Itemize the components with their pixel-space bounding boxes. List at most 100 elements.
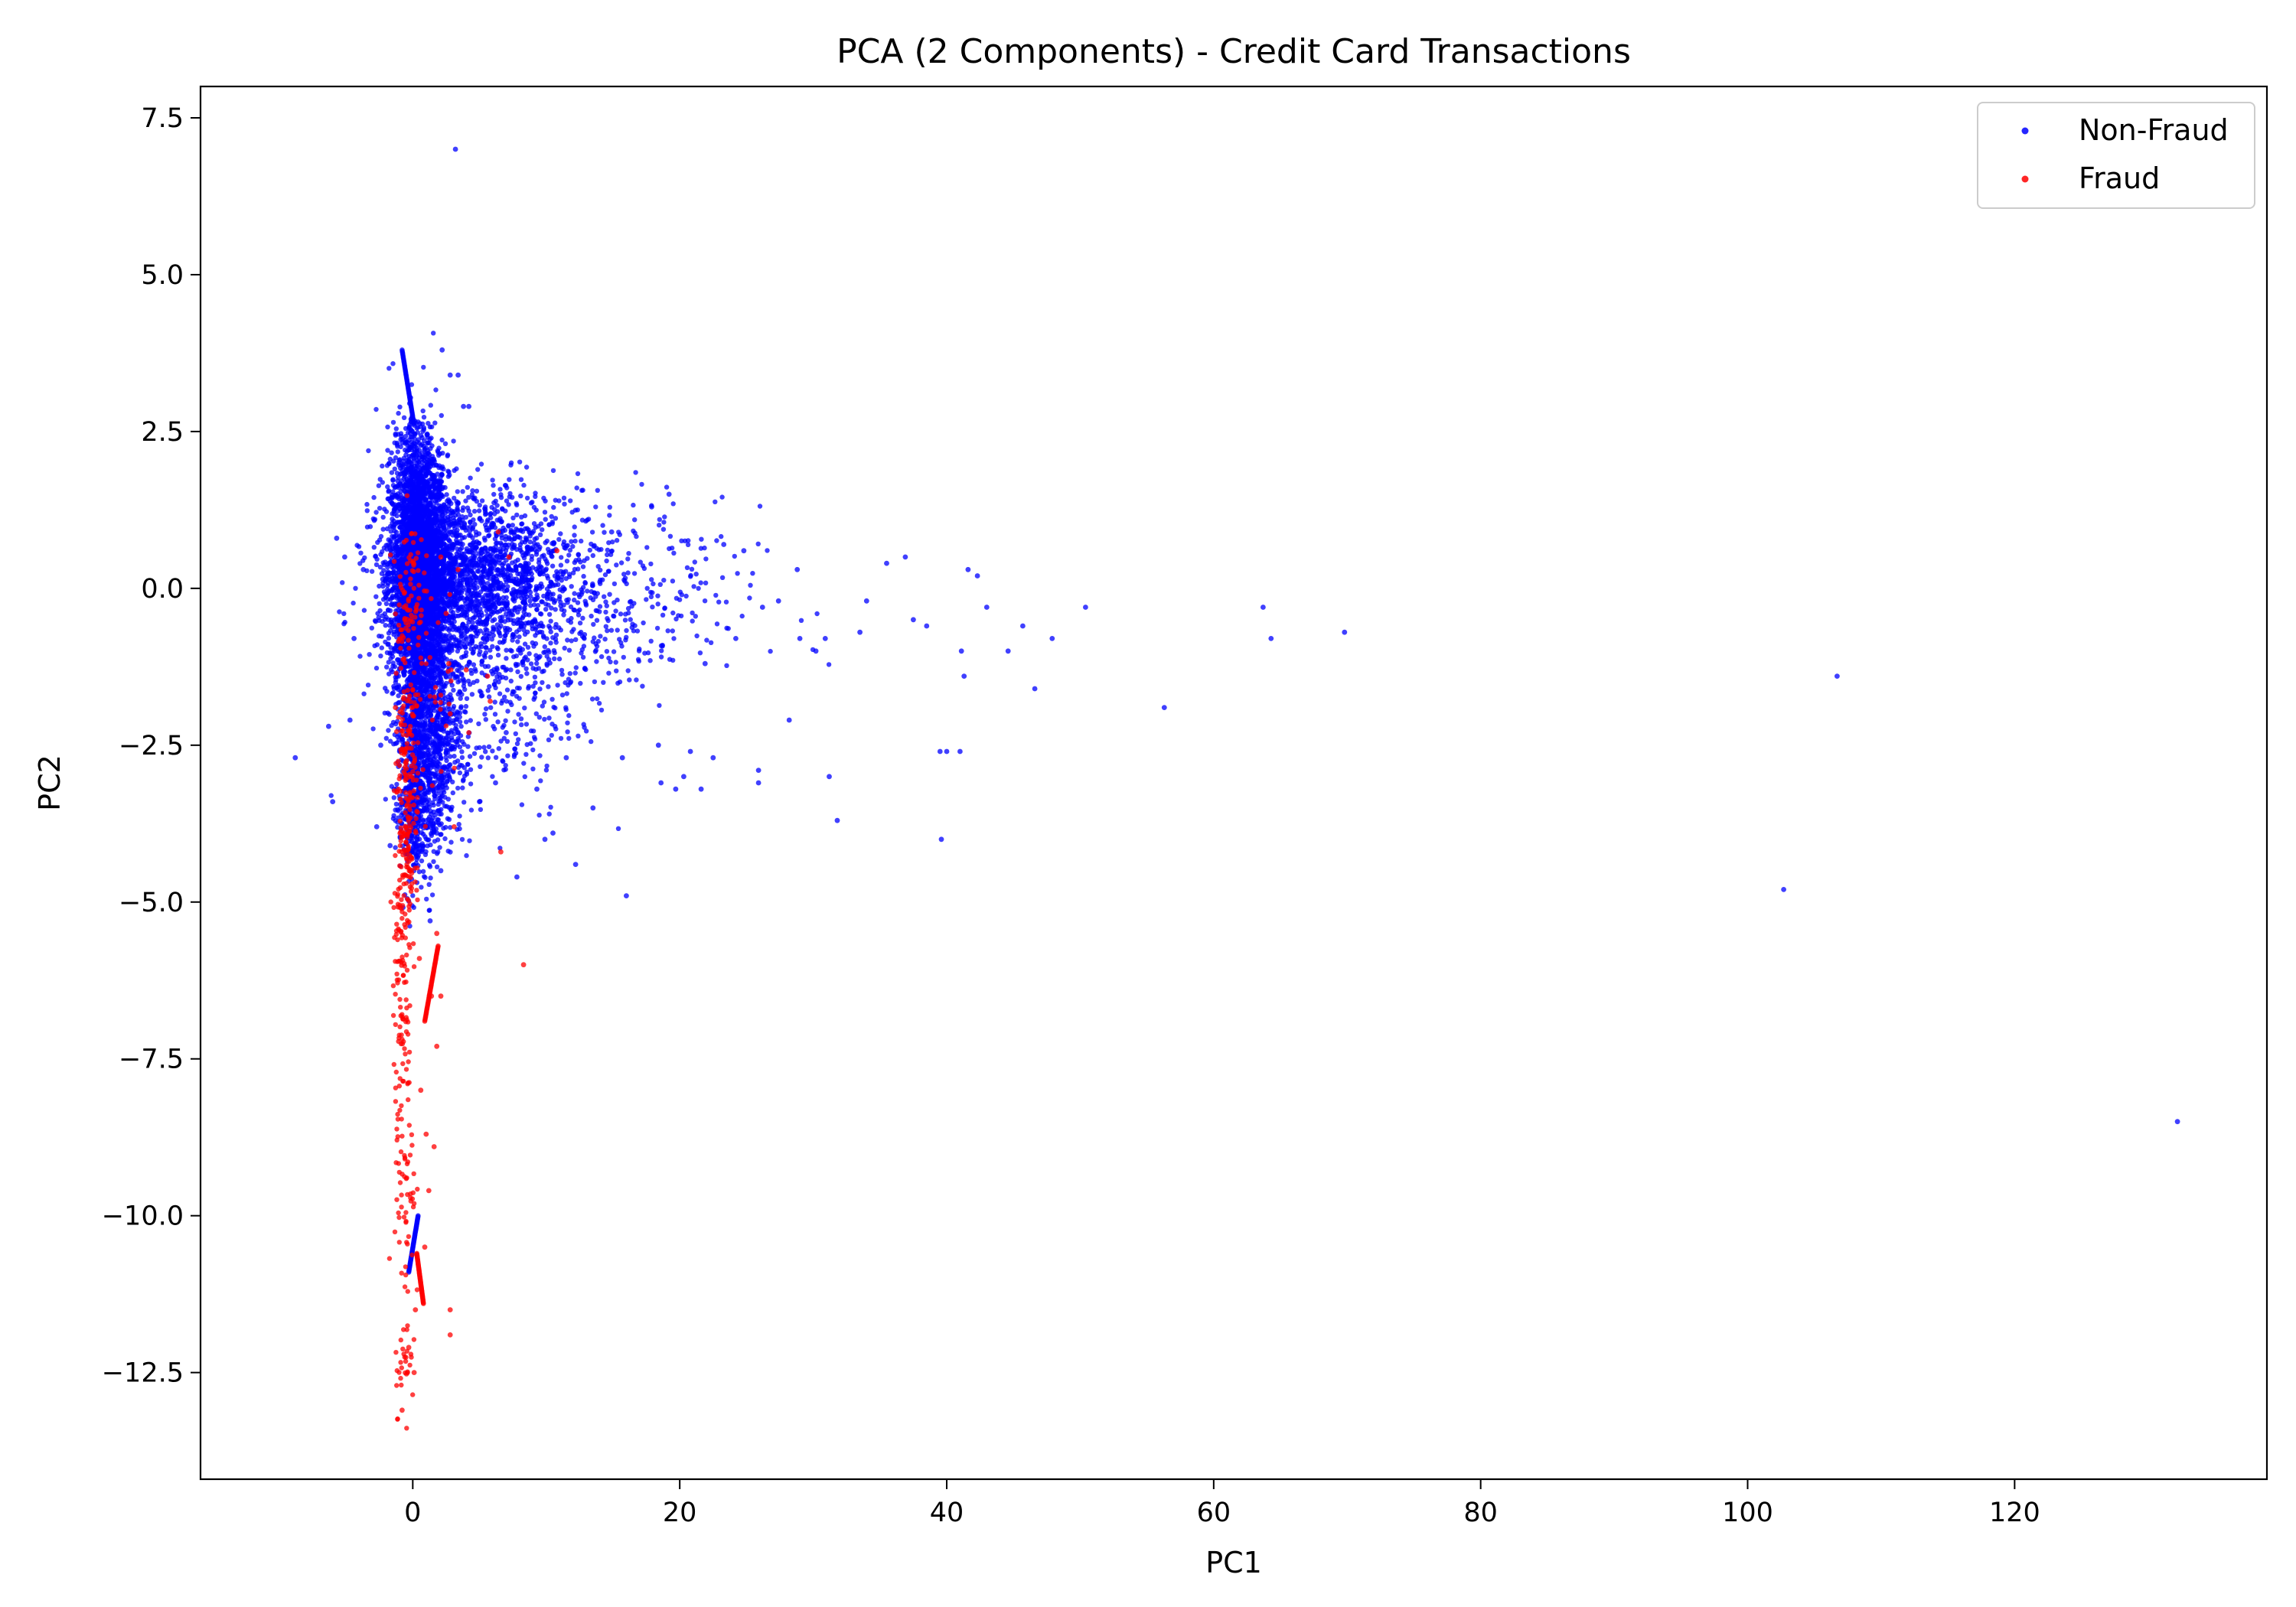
point-non-fraud [475, 619, 480, 624]
point-non-fraud [365, 683, 371, 688]
point-non-fraud [421, 548, 426, 553]
point-non-fraud [377, 506, 383, 511]
point-non-fraud [468, 595, 474, 600]
point-non-fraud [386, 660, 391, 665]
point-non-fraud [455, 489, 460, 494]
point-non-fraud [375, 539, 380, 545]
point-non-fraud [468, 519, 473, 525]
point-non-fraud [469, 591, 475, 596]
point-non-fraud [469, 492, 475, 497]
point-non-fraud [452, 754, 457, 759]
point-non-fraud [544, 573, 550, 579]
point-non-fraud [361, 608, 367, 613]
point-non-fraud [461, 535, 468, 540]
point-non-fraud [472, 495, 478, 500]
point-non-fraud [451, 515, 456, 520]
point-non-fraud [471, 508, 478, 514]
point-non-fraud [518, 477, 524, 482]
point-non-fraud [474, 488, 480, 494]
point-non-fraud [514, 500, 519, 506]
point-non-fraud [525, 569, 531, 575]
point-non-fraud [529, 557, 534, 562]
point-non-fraud [476, 601, 482, 607]
point-non-fraud [487, 684, 492, 689]
point-non-fraud [429, 561, 435, 567]
point-non-fraud [337, 609, 342, 614]
point-non-fraud [448, 600, 453, 605]
point-non-fraud [446, 552, 452, 557]
point-non-fraud [390, 546, 396, 551]
point-non-fraud [497, 549, 504, 555]
point-non-fraud [439, 412, 444, 419]
point-non-fraud [507, 494, 512, 500]
point-non-fraud [366, 448, 371, 454]
point-non-fraud [522, 641, 528, 647]
point-non-fraud [460, 489, 465, 494]
point-non-fraud [498, 492, 504, 497]
point-non-fraud [484, 553, 489, 559]
point-non-fraud [393, 533, 399, 539]
point-non-fraud [421, 364, 426, 370]
point-non-fraud [521, 482, 527, 488]
point-non-fraud [436, 445, 442, 451]
point-non-fraud [464, 852, 469, 859]
point-non-fraud [451, 438, 456, 444]
point-non-fraud [442, 510, 448, 516]
point-non-fraud [484, 525, 489, 530]
point-non-fraud [510, 541, 515, 547]
point-non-fraud [383, 601, 390, 607]
point-non-fraud [479, 583, 485, 588]
point-non-fraud [378, 654, 383, 659]
chart-title: PCA (2 Components) - Credit Card Transac… [837, 32, 1631, 71]
point-non-fraud [340, 580, 345, 585]
point-non-fraud [447, 637, 452, 642]
point-non-fraud [532, 536, 537, 542]
point-non-fraud [481, 536, 488, 541]
point-non-fraud [531, 504, 537, 510]
point-non-fraud [466, 533, 471, 538]
point-non-fraud [470, 488, 475, 494]
point-non-fraud [537, 532, 543, 537]
point-non-fraud [367, 652, 372, 657]
point-non-fraud [531, 602, 537, 608]
point-non-fraud [448, 566, 454, 571]
point-non-fraud [458, 555, 463, 560]
point-non-fraud [393, 426, 399, 432]
point-non-fraud [542, 510, 548, 515]
point-non-fraud [532, 597, 538, 603]
point-non-fraud [375, 611, 380, 616]
point-non-fraud [357, 561, 363, 566]
point-non-fraud [449, 622, 455, 627]
point-non-fraud [354, 543, 360, 548]
point-non-fraud [443, 633, 448, 638]
point-non-fraud [440, 566, 445, 572]
point-non-fraud [543, 517, 548, 522]
point-non-fraud [443, 506, 449, 512]
point-non-fraud [453, 717, 459, 722]
point-non-fraud [553, 516, 559, 521]
point-non-fraud [463, 498, 468, 504]
point-non-fraud [459, 525, 465, 530]
point-non-fraud [460, 542, 465, 547]
point-non-fraud [470, 535, 475, 540]
point-non-fraud [373, 665, 380, 671]
point-non-fraud [406, 543, 413, 549]
point-non-fraud [508, 460, 514, 465]
point-non-fraud [461, 562, 466, 567]
point-non-fraud [494, 548, 499, 553]
point-non-fraud [561, 495, 567, 500]
point-non-fraud [395, 449, 400, 455]
point-non-fraud [497, 517, 502, 523]
point-non-fraud [453, 591, 459, 597]
point-non-fraud [452, 468, 457, 473]
point-non-fraud [494, 540, 500, 546]
point-non-fraud [501, 584, 506, 590]
point-non-fraud [382, 617, 388, 622]
point-non-fraud [528, 594, 533, 599]
point-non-fraud [445, 536, 451, 542]
point-non-fraud [526, 620, 532, 625]
point-non-fraud [437, 614, 442, 619]
point-non-fraud [456, 562, 462, 568]
point-non-fraud [390, 483, 396, 488]
